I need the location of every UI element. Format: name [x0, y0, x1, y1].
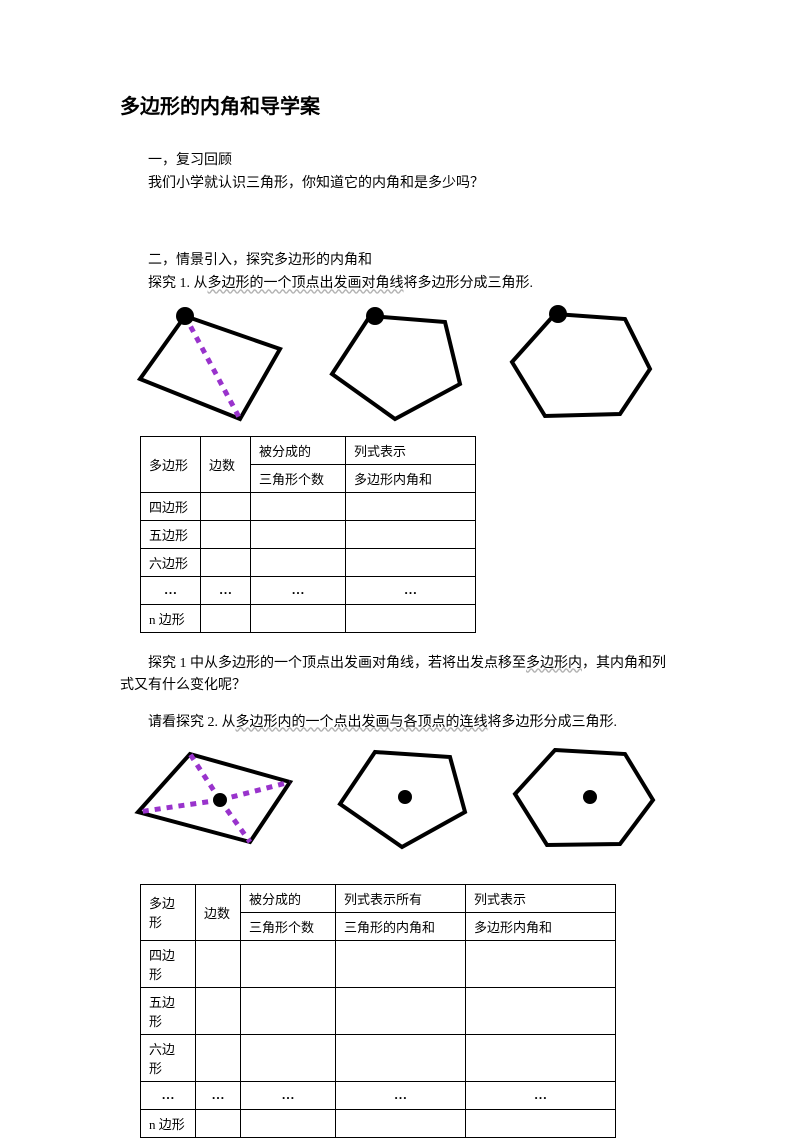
table-cell: …: [251, 576, 346, 604]
table-cell: [336, 940, 466, 987]
shapes-row-2: [130, 742, 673, 852]
table-header-cell: 列式表示: [466, 884, 616, 912]
table-header-cell: 被分成的: [251, 436, 346, 464]
table-cell: …: [466, 1081, 616, 1109]
table-header-cell: 多边形内角和: [466, 912, 616, 940]
section1-heading: 一，复习回顾: [120, 149, 673, 169]
table-cell: [346, 492, 476, 520]
table-header-cell: 三角形个数: [241, 912, 336, 940]
explore1-note-underline: 多边形内: [526, 656, 582, 671]
quadrilateral-interior-icon: [130, 742, 300, 852]
table-header-cell: 列式表示: [346, 436, 476, 464]
table-cell: [251, 520, 346, 548]
table-cell: n 边形: [141, 1109, 196, 1137]
explore1-text: 探究 1. 从多边形的一个顶点出发画对角线将多边形分成三角形.: [120, 273, 673, 295]
table-cell: [196, 987, 241, 1034]
table-cell: [196, 1034, 241, 1081]
table-cell: …: [201, 576, 251, 604]
explore2-text: 请看探究 2. 从多边形内的一个点出发画与各顶点的连线将多边形分成三角形.: [120, 712, 673, 734]
table-header-cell: 多边形: [141, 436, 201, 492]
hexagon-vertex-icon: [500, 304, 660, 424]
table-cell: [346, 604, 476, 632]
pentagon-vertex-icon: [320, 304, 470, 424]
table-cell: [466, 1034, 616, 1081]
explore1-suffix: 将多边形分成三角形.: [404, 276, 534, 291]
shapes-row-1: [130, 304, 673, 424]
table-header-cell: 多边形: [141, 884, 196, 940]
table-2: 多边形边数被分成的列式表示所有列式表示三角形个数三角形的内角和多边形内角和四边形…: [140, 884, 616, 1138]
table-header-cell: 三角形的内角和: [336, 912, 466, 940]
table-cell: [251, 548, 346, 576]
table-header-cell: 列式表示所有: [336, 884, 466, 912]
explore1-prefix: 探究 1. 从: [148, 276, 208, 291]
table-cell: 五边形: [141, 987, 196, 1034]
table-cell: [336, 1109, 466, 1137]
table-cell: [346, 520, 476, 548]
table-cell: 四边形: [141, 940, 196, 987]
explore1-underline: 多边形的一个顶点出发画对角线: [208, 276, 404, 291]
table-cell: [466, 987, 616, 1034]
table-cell: …: [141, 1081, 196, 1109]
table-cell: [241, 987, 336, 1034]
table-cell: [196, 940, 241, 987]
explore2-suffix: 将多边形分成三角形.: [488, 715, 618, 730]
section1-text: 我们小学就认识三角形，你知道它的内角和是多少吗？: [120, 173, 673, 195]
table-cell: 六边形: [141, 1034, 196, 1081]
table-cell: [251, 604, 346, 632]
table-cell: [336, 1034, 466, 1081]
section2-heading: 二，情景引入，探究多边形的内角和: [120, 249, 673, 269]
table-cell: 四边形: [141, 492, 201, 520]
table-cell: [466, 940, 616, 987]
explore1-note-prefix: 探究 1 中从多边形的一个顶点出发画对角线，若将出发点移至: [148, 656, 526, 671]
table-cell: [201, 604, 251, 632]
explore2-prefix: 请看探究 2. 从: [148, 715, 236, 730]
table-1: 多边形边数被分成的列式表示三角形个数多边形内角和四边形五边形六边形…………n 边…: [140, 436, 476, 633]
table-cell: [336, 987, 466, 1034]
quadrilateral-vertex-icon: [130, 304, 290, 424]
hexagon-interior-icon: [505, 742, 660, 852]
table-header-cell: 三角形个数: [251, 464, 346, 492]
table-cell: [196, 1109, 241, 1137]
table-cell: [241, 940, 336, 987]
table-cell: [201, 492, 251, 520]
table-cell: [201, 520, 251, 548]
table-cell: [251, 492, 346, 520]
table-cell: 六边形: [141, 548, 201, 576]
table-cell: …: [336, 1081, 466, 1109]
table-cell: [201, 548, 251, 576]
table-cell: 五边形: [141, 520, 201, 548]
table-header-cell: 边数: [196, 884, 241, 940]
table-header-cell: 被分成的: [241, 884, 336, 912]
table-cell: [346, 548, 476, 576]
table-cell: [241, 1034, 336, 1081]
pentagon-interior-icon: [330, 742, 475, 852]
page-title: 多边形的内角和导学案: [120, 90, 673, 119]
table-cell: …: [346, 576, 476, 604]
explore1-note: 探究 1 中从多边形的一个顶点出发画对角线，若将出发点移至多边形内，其内角和列式…: [120, 653, 673, 698]
table-cell: [466, 1109, 616, 1137]
table-header-cell: 多边形内角和: [346, 464, 476, 492]
table-cell: [241, 1109, 336, 1137]
table-cell: n 边形: [141, 604, 201, 632]
explore2-underline: 多边形内的一个点出发画与各顶点的连线: [236, 715, 488, 730]
table-cell: …: [196, 1081, 241, 1109]
table-header-cell: 边数: [201, 436, 251, 492]
table-cell: …: [241, 1081, 336, 1109]
table-cell: …: [141, 576, 201, 604]
